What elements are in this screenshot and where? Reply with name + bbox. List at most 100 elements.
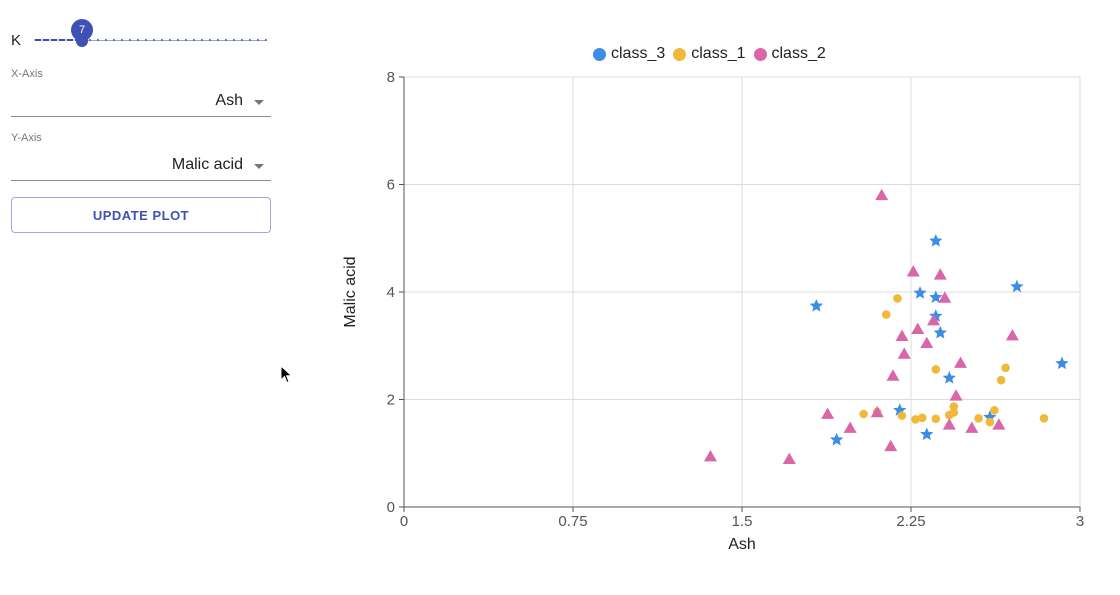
x-tick-label: 0.75 (558, 513, 587, 530)
legend-swatch (673, 47, 687, 61)
k-slider-tick (169, 39, 171, 41)
k-slider-tick (185, 39, 187, 41)
k-slider-tick (249, 39, 251, 41)
k-slider-tick (153, 39, 155, 41)
k-slider-tick (89, 39, 91, 41)
class_1-point (917, 413, 927, 423)
k-slider-tick (233, 39, 235, 41)
k-slider-thumb[interactable]: 7 (66, 14, 98, 47)
class_2-point (703, 449, 717, 462)
class_1-point (990, 405, 999, 415)
y-tick-label: 0 (387, 499, 395, 516)
class_2-point (938, 291, 952, 303)
k-slider-tick (49, 39, 51, 41)
class_1-point (931, 365, 941, 374)
class_1-point (911, 415, 920, 424)
x-axis-label: X-Axis (11, 68, 43, 80)
class_2-point (821, 407, 835, 419)
class_1-point (949, 408, 959, 417)
class_2-point (886, 369, 900, 381)
class_1-point (1039, 414, 1049, 423)
y-axis-label: Y-Axis (11, 132, 42, 144)
legend-swatch (753, 47, 767, 61)
class_1-point (1001, 363, 1010, 373)
class_2-point (920, 336, 934, 348)
x-axis-field: X-Axis Ash (11, 68, 271, 117)
class_3-point (1010, 279, 1024, 293)
k-slider-tick (113, 39, 115, 41)
k-slider-tick (33, 39, 35, 41)
class_3-point (1055, 356, 1069, 370)
class_1-point (893, 294, 902, 303)
k-slider-tick (209, 39, 211, 41)
class_2-point (843, 421, 857, 433)
y-axis-select[interactable]: Malic acid (11, 148, 271, 181)
update-plot-button[interactable]: UPDATE PLOT (11, 197, 271, 233)
class_2-point (897, 347, 911, 359)
class_1-point (881, 310, 891, 319)
scatter-chart: class_3 class_1 class_2 0 0.75 1.5 2.25 3 0 2 4 6 8… (330, 30, 1100, 565)
class_2-point (949, 389, 963, 401)
x-axis-title: Ash (728, 536, 756, 553)
k-slider-tick (241, 39, 243, 41)
class_2-point (965, 421, 979, 433)
class_1-point (985, 417, 995, 427)
k-slider-tick (137, 39, 139, 41)
class_1-point (996, 375, 1006, 385)
legend-item-class_1[interactable]: class_1 (673, 45, 746, 63)
legend-item-class_3[interactable]: class_3 (593, 45, 665, 63)
y-axis-title: Malic acid (342, 256, 359, 327)
chevron-down-icon (254, 100, 264, 105)
k-slider[interactable]: 7 (33, 14, 267, 58)
chart-legend: class_3 class_1 class_2 (593, 44, 834, 64)
legend-swatch (593, 47, 606, 61)
k-slider-tick (201, 39, 203, 41)
k-slider-tick (161, 39, 163, 41)
mouse-cursor-icon (280, 365, 293, 384)
k-value-label: 7 (66, 14, 98, 46)
class_3-point (933, 325, 947, 339)
class_2-point (992, 418, 1006, 430)
k-slider-tick (65, 39, 67, 41)
class_2-point (906, 265, 920, 277)
class_2-point (782, 452, 796, 465)
y-tick-label: 2 (387, 392, 395, 409)
k-slider-rail[interactable] (34, 40, 266, 41)
k-slider-tick (225, 39, 227, 41)
class_3-point (929, 290, 943, 304)
class_2-point (870, 405, 884, 418)
k-label: K (11, 32, 22, 49)
legend-label: class_2 (771, 45, 826, 62)
x-tick-label: 3 (1076, 513, 1084, 530)
class_1-point (859, 409, 868, 419)
x-tick-label: 0 (400, 513, 408, 530)
legend-item-class_2[interactable]: class_2 (753, 45, 826, 63)
class_2-point (942, 418, 956, 430)
y-tick-label: 8 (387, 69, 395, 86)
x-tick-label: 2.25 (896, 513, 925, 530)
k-slider-tick (97, 39, 99, 41)
class_2-point (884, 439, 898, 452)
legend-label: class_3 (611, 45, 666, 62)
k-slider-tick (57, 39, 59, 41)
x-axis-select[interactable]: Ash (11, 84, 271, 117)
class_1-point (949, 402, 959, 411)
class_3-point (913, 286, 927, 299)
class_2-point (911, 322, 925, 334)
k-slider-tick (217, 39, 219, 41)
k-slider-tick (265, 39, 267, 41)
class_3-point (809, 298, 824, 312)
class_1-point (897, 411, 907, 420)
k-slider-tick (193, 39, 195, 41)
k-control: K 7 (11, 14, 271, 58)
x-axis-value: Ash (215, 92, 243, 109)
k-slider-tick (121, 39, 123, 41)
k-slider-tick (105, 39, 107, 41)
class_2-point (895, 329, 909, 341)
y-axis-value: Malic acid (171, 156, 243, 173)
scatter-plot-svg: 0 0.75 1.5 2.25 3 0 2 4 6 8 Ash Malic acid (342, 69, 1084, 553)
class_3-point (929, 233, 943, 247)
x-tick-label: 1.5 (732, 513, 753, 530)
class_2-point (927, 313, 941, 326)
class_1-point (931, 414, 941, 424)
